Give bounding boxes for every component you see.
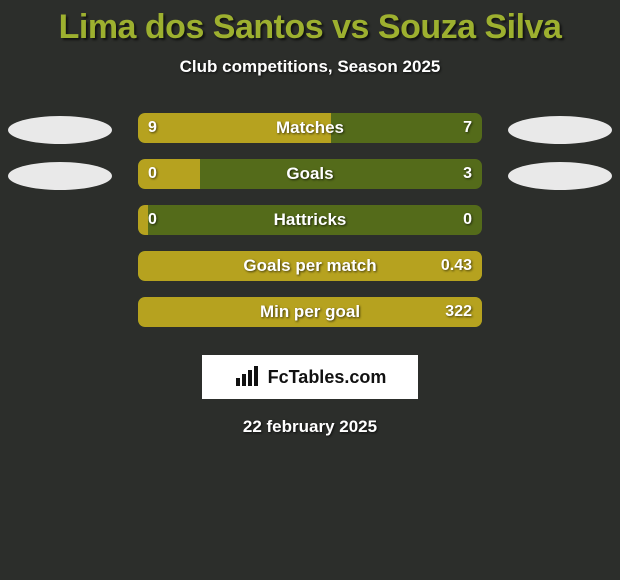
avatar-left (8, 116, 112, 144)
source-logo: FcTables.com (202, 355, 418, 399)
stat-bar-fill (138, 251, 482, 281)
stat-bar (138, 159, 482, 189)
stat-rows: 97Matches03Goals00Hattricks0.43Goals per… (0, 113, 620, 343)
stat-row: 03Goals (0, 159, 620, 205)
stat-bar (138, 205, 482, 235)
stat-row: 0.43Goals per match (0, 251, 620, 297)
stat-value-left: 0 (148, 159, 157, 189)
stat-value-right: 7 (463, 113, 472, 143)
stat-value-right: 322 (445, 297, 472, 327)
stat-value-left: 0 (148, 205, 157, 235)
player-left-name: Lima dos Santos (59, 8, 324, 46)
stat-bar (138, 113, 482, 143)
stat-value-right: 0 (463, 205, 472, 235)
stat-bar (138, 297, 482, 327)
avatar-right (508, 116, 612, 144)
avatar-left (8, 162, 112, 190)
stat-bar-fill (138, 297, 482, 327)
stat-value-left: 9 (148, 113, 157, 143)
stat-bar (138, 251, 482, 281)
avatar-right (508, 162, 612, 190)
subtitle: Club competitions, Season 2025 (0, 57, 620, 77)
logo-text: FcTables.com (268, 367, 387, 388)
page-title: Lima dos Santos vs Souza Silva (0, 0, 620, 47)
stat-row: 322Min per goal (0, 297, 620, 343)
stat-value-right: 0.43 (441, 251, 472, 281)
date-label: 22 february 2025 (0, 417, 620, 437)
stat-bar-fill (138, 113, 331, 143)
stat-row: 97Matches (0, 113, 620, 159)
comparison-card: Lima dos Santos vs Souza Silva Club comp… (0, 0, 620, 580)
title-vs: vs (332, 8, 369, 46)
stat-value-right: 3 (463, 159, 472, 189)
stat-bar-fill (138, 205, 148, 235)
player-right-name: Souza Silva (378, 8, 561, 46)
stat-row: 00Hattricks (0, 205, 620, 251)
bars-icon (234, 366, 262, 388)
